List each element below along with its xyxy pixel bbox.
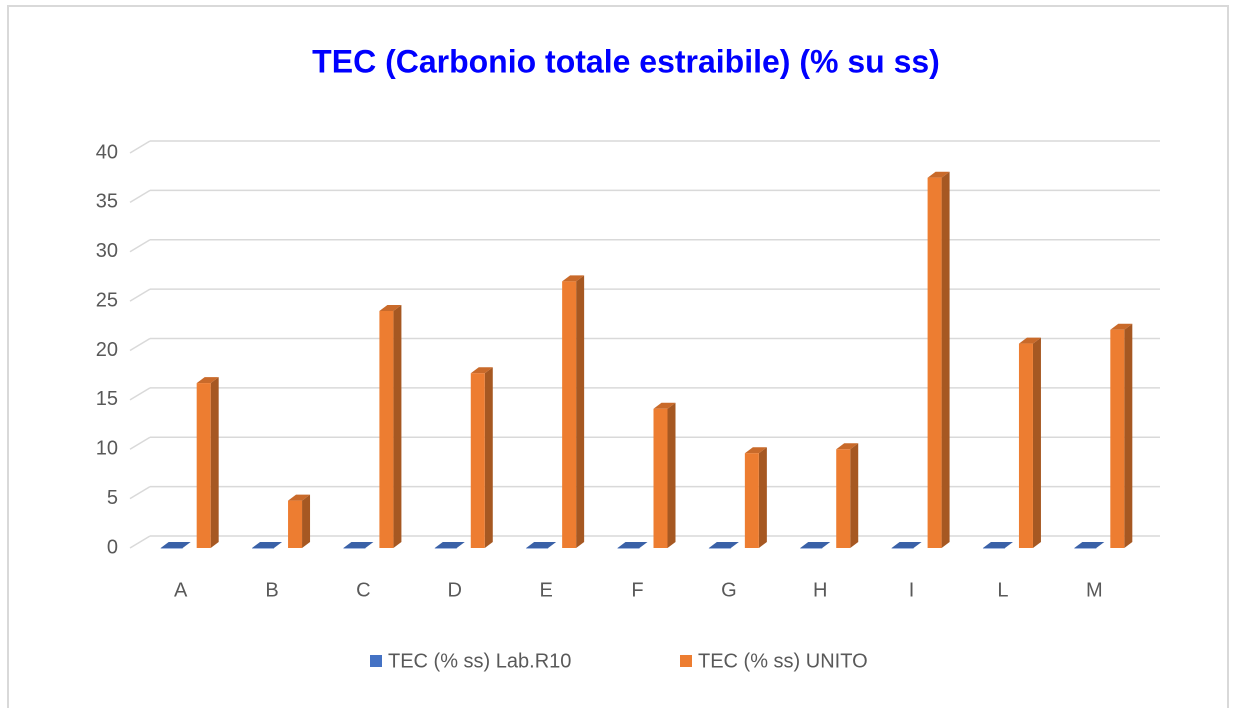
bar — [653, 408, 668, 548]
legend-label: TEC (% ss) UNITO — [698, 650, 868, 672]
bar-top — [708, 542, 739, 548]
bar — [1018, 343, 1033, 548]
bar — [836, 449, 851, 548]
x-tick-label: H — [813, 579, 827, 601]
bar — [160, 548, 183, 549]
bar-side — [576, 275, 585, 548]
bar-side — [1032, 337, 1041, 548]
bar-side — [210, 377, 219, 548]
bar-top — [434, 542, 465, 548]
bar-side — [667, 402, 676, 548]
bar-top — [982, 542, 1013, 548]
bar-side — [850, 443, 859, 548]
bar — [288, 500, 303, 548]
bar-top — [617, 542, 648, 548]
y-tick-label: 30 — [96, 240, 118, 262]
legend-swatch — [370, 655, 382, 667]
grid-line-depth — [129, 288, 151, 302]
chart-title: TEC (Carbonio totale estraibile) (% su s… — [312, 43, 940, 79]
bar-top — [653, 402, 676, 409]
bar-top — [343, 542, 374, 548]
bar-top — [1110, 323, 1133, 330]
bar — [434, 548, 457, 549]
bar — [1074, 548, 1097, 549]
grid-line-depth — [129, 337, 151, 352]
y-tick-label: 15 — [96, 388, 118, 410]
y-tick-label: 40 — [96, 141, 118, 163]
bar — [1110, 329, 1125, 548]
bar-top — [288, 494, 311, 501]
bar — [562, 281, 577, 548]
bar-top — [744, 447, 767, 454]
bar — [196, 383, 211, 548]
x-tick-label: A — [174, 579, 188, 601]
grid-line-depth — [129, 485, 151, 500]
bar-top — [470, 367, 493, 374]
bar-top — [160, 542, 191, 548]
bar-side — [302, 494, 311, 548]
bar — [470, 373, 485, 548]
y-tick-label: 35 — [96, 191, 118, 213]
x-tick-label: F — [631, 579, 643, 601]
bar-side — [484, 367, 493, 548]
bar-top — [836, 443, 859, 450]
x-tick-label: D — [448, 579, 462, 601]
x-tick-label: C — [356, 579, 370, 601]
grid-line-depth — [129, 140, 151, 154]
legend-label: TEC (% ss) Lab.R10 — [388, 650, 571, 672]
bar — [708, 548, 731, 549]
bar-top — [196, 377, 219, 384]
x-tick-label: G — [721, 579, 737, 601]
y-tick-label: 20 — [96, 339, 118, 361]
grid-line-depth — [129, 239, 151, 253]
grid-line-depth — [129, 535, 151, 549]
bar — [252, 548, 275, 549]
y-tick-label: 25 — [96, 289, 118, 311]
bar-top — [1074, 542, 1105, 548]
legend-swatch — [680, 655, 692, 667]
bar — [927, 177, 942, 548]
bar-top — [800, 542, 831, 548]
grid-line-depth — [129, 436, 151, 450]
y-tick-label: 0 — [107, 536, 118, 558]
bar-side — [393, 305, 402, 548]
x-tick-label: B — [265, 579, 278, 601]
bar-top — [562, 275, 585, 282]
bar-top — [1018, 337, 1041, 344]
bar-top — [379, 305, 402, 311]
bar — [891, 548, 914, 549]
x-tick-label: M — [1086, 579, 1103, 601]
x-tick-label: L — [997, 579, 1008, 601]
bar — [526, 548, 549, 549]
bar-top — [252, 542, 283, 548]
bar-side — [941, 171, 950, 548]
bar — [379, 311, 394, 548]
bar-side — [1124, 323, 1133, 548]
grid-line-depth — [129, 387, 151, 401]
x-tick-label: I — [909, 579, 915, 601]
chart-frame — [7, 5, 1229, 708]
y-tick-label: 5 — [107, 487, 118, 509]
bar-side — [758, 447, 767, 548]
y-tick-label: 10 — [96, 438, 118, 460]
x-tick-label: E — [539, 579, 552, 601]
grid-line-depth — [129, 189, 151, 204]
bar-top — [927, 171, 950, 178]
bar — [744, 453, 759, 548]
bar — [617, 548, 640, 549]
bar-top — [891, 542, 922, 548]
bar — [343, 548, 366, 549]
bar — [982, 548, 1005, 549]
bar — [800, 548, 823, 549]
bar-top — [526, 542, 557, 548]
